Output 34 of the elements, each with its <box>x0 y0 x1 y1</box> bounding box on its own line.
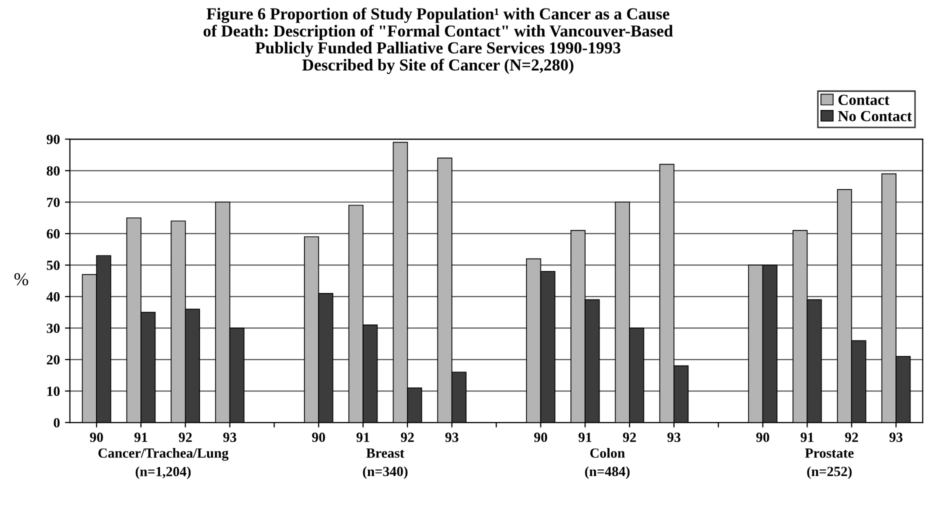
text: Colon (n=484) <box>585 448 630 479</box>
legend-label: No Contact <box>838 111 912 122</box>
x-tick-label: 93 <box>667 432 680 442</box>
y-tick-label: 30 <box>46 324 60 334</box>
x-tick-label: 92 <box>400 432 414 442</box>
legend-label: Contact <box>838 94 890 106</box>
x-tick-label: 92 <box>178 432 192 442</box>
x-tick-label: 92 <box>845 432 858 442</box>
text: Cancer/Trachea/Lung (n=1,204) <box>98 448 228 480</box>
x-tick-label: 90 <box>312 432 326 442</box>
y-tick-label: 70 <box>47 198 60 208</box>
text: Breast (n=340) <box>363 448 408 479</box>
y-tick-label: 0 <box>54 418 60 428</box>
x-tick-label: 91 <box>356 432 370 442</box>
x-tick-label: 92 <box>622 432 636 442</box>
text: Prostate (n=252) <box>805 448 854 479</box>
y-tick-label: 10 <box>47 386 60 396</box>
x-tick-label: 91 <box>800 432 814 442</box>
y-axis-title: % <box>14 273 28 286</box>
x-tick-label: 90 <box>534 432 548 442</box>
chart-title: Figure 6 Proportion of Study Population¹ with Cancer as a Cause of Death: Description of "Formal Contact" with Vancouver-Based Publicly Funded Palliative Care Services 1990-1993 Described by Site of Cancer (N=2,280) <box>204 8 673 74</box>
x-tick-label: 91 <box>134 432 148 442</box>
y-tick-label: 40 <box>46 292 60 302</box>
x-tick-label: 93 <box>445 432 458 442</box>
y-tick-label: 80 <box>46 166 60 176</box>
y-tick-label: 20 <box>46 355 60 364</box>
x-tick-label: 93 <box>223 432 236 442</box>
x-tick-label: 93 <box>889 432 902 442</box>
x-tick-label: 90 <box>90 432 103 442</box>
x-tick-label: 90 <box>756 432 770 442</box>
x-tick-label: 91 <box>578 432 592 442</box>
y-tick-label: 50 <box>46 260 60 270</box>
y-tick-label: 90 <box>46 134 60 144</box>
y-tick-label: 60 <box>46 229 60 239</box>
